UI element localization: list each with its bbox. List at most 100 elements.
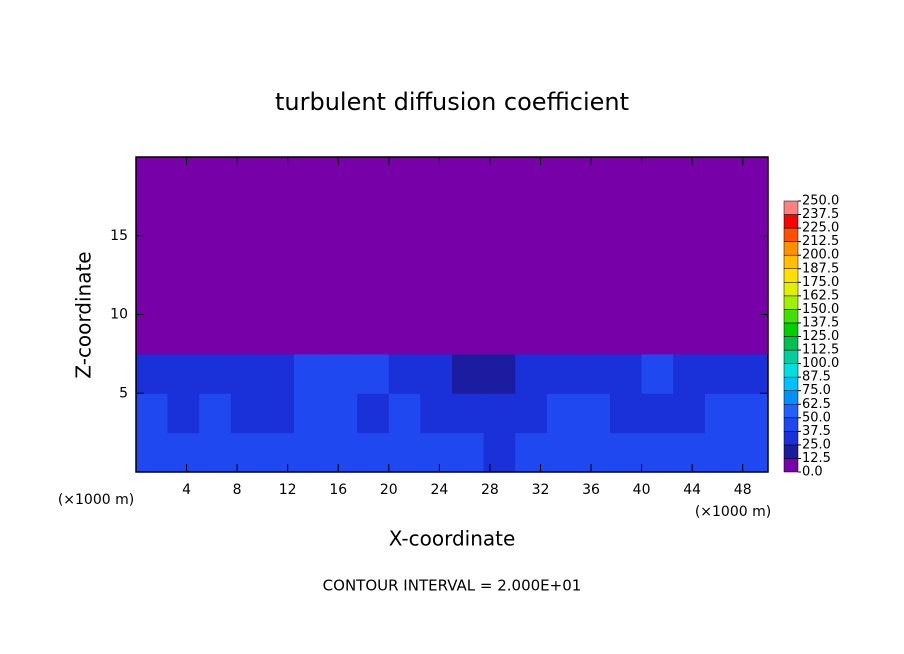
colorbar-label: 150.0 xyxy=(802,302,839,317)
field-cell xyxy=(167,275,200,315)
field-cell xyxy=(704,235,737,276)
x-tick-label: 28 xyxy=(481,482,499,498)
field-cell xyxy=(420,196,453,237)
x-tick-label: 36 xyxy=(582,482,600,498)
field-cell xyxy=(641,275,674,315)
field-cell xyxy=(136,393,169,434)
field-cell xyxy=(420,235,453,276)
field-cell xyxy=(167,314,200,355)
colorbar-label: 250.0 xyxy=(802,194,839,209)
x-tick-label: 8 xyxy=(233,482,242,498)
field-cell xyxy=(388,353,421,394)
x-tick-label: 20 xyxy=(380,482,398,498)
field-cell xyxy=(388,196,421,237)
colorbar-label: 125.0 xyxy=(802,329,839,344)
colorbar-band xyxy=(783,336,799,351)
field-cell xyxy=(388,157,421,197)
field-cell xyxy=(483,157,516,197)
colorbar-label: 12.5 xyxy=(802,451,831,466)
field-cell xyxy=(704,432,737,473)
colorbar-band xyxy=(783,404,799,419)
field-cell xyxy=(388,235,421,276)
field-cell xyxy=(736,235,769,276)
field-cell xyxy=(610,314,643,355)
field-cell xyxy=(230,157,263,197)
colorbar-label: 0.0 xyxy=(802,465,823,480)
field-cell xyxy=(704,393,737,434)
field-cell xyxy=(673,235,706,276)
field-cell xyxy=(515,235,548,276)
y-tick-label: 10 xyxy=(110,307,128,323)
field-cell xyxy=(641,157,674,197)
field-cell xyxy=(546,432,579,473)
field-cell xyxy=(546,314,579,355)
field-cell xyxy=(230,432,263,473)
field-cell xyxy=(167,157,200,197)
field-cell xyxy=(578,432,611,473)
field-cell xyxy=(325,393,358,434)
field-cell xyxy=(136,353,169,394)
y-tick-label: 15 xyxy=(110,228,128,244)
field-cell xyxy=(546,157,579,197)
field-cell xyxy=(420,393,453,434)
field-cell xyxy=(388,314,421,355)
field-cell xyxy=(515,196,548,237)
colorbar-band xyxy=(783,376,799,391)
colorbar-label: 175.0 xyxy=(802,275,839,290)
field-cell xyxy=(294,235,327,276)
colorbar-band xyxy=(783,363,799,378)
field-cell xyxy=(546,235,579,276)
field-cell xyxy=(388,393,421,434)
field-cell xyxy=(230,393,263,434)
field-cell xyxy=(483,196,516,237)
colorbar-band xyxy=(783,241,799,256)
field-cell xyxy=(167,432,200,473)
field-cell xyxy=(357,393,390,434)
field-cell xyxy=(546,275,579,315)
field-cell xyxy=(199,275,232,315)
field-cell xyxy=(357,275,390,315)
field-cell xyxy=(452,196,485,237)
field-cell xyxy=(515,393,548,434)
x-tick-label: 44 xyxy=(683,482,701,498)
field-cell xyxy=(578,235,611,276)
field-cell xyxy=(294,196,327,237)
colorbar-label: 87.5 xyxy=(802,370,831,385)
field-cell xyxy=(641,393,674,434)
colorbar-band xyxy=(783,295,799,310)
field-cell xyxy=(610,393,643,434)
field-cell xyxy=(610,353,643,394)
field-cell xyxy=(167,353,200,394)
field-cell xyxy=(230,353,263,394)
field-cell xyxy=(673,275,706,315)
colorbar-label: 37.5 xyxy=(802,424,831,439)
field-cell xyxy=(704,196,737,237)
colorbar-band xyxy=(783,417,799,432)
field-cell xyxy=(546,353,579,394)
colorbar-band xyxy=(783,254,799,269)
x-tick-label: 40 xyxy=(633,482,651,498)
colorbar-label: 62.5 xyxy=(802,397,831,412)
field-cell xyxy=(262,157,295,197)
footnote: CONTOUR INTERVAL = 2.000E+01 xyxy=(323,577,582,595)
field-cell xyxy=(515,432,548,473)
field-cell xyxy=(483,235,516,276)
colorbar-band xyxy=(783,309,799,324)
field-cell xyxy=(262,393,295,434)
colorbar-label: 225.0 xyxy=(802,221,839,236)
field-cell xyxy=(578,353,611,394)
field-cell xyxy=(578,157,611,197)
field-cell xyxy=(452,157,485,197)
field-cell xyxy=(294,432,327,473)
field-cell xyxy=(262,314,295,355)
field-cell xyxy=(641,432,674,473)
colorbar-band xyxy=(783,227,799,242)
field-cell xyxy=(262,353,295,394)
y-tick-label: 5 xyxy=(119,385,128,401)
field-cell xyxy=(704,353,737,394)
field-cell xyxy=(610,432,643,473)
field-cell xyxy=(230,275,263,315)
field-cell xyxy=(357,314,390,355)
field-cell xyxy=(262,432,295,473)
field-cell xyxy=(736,432,769,473)
